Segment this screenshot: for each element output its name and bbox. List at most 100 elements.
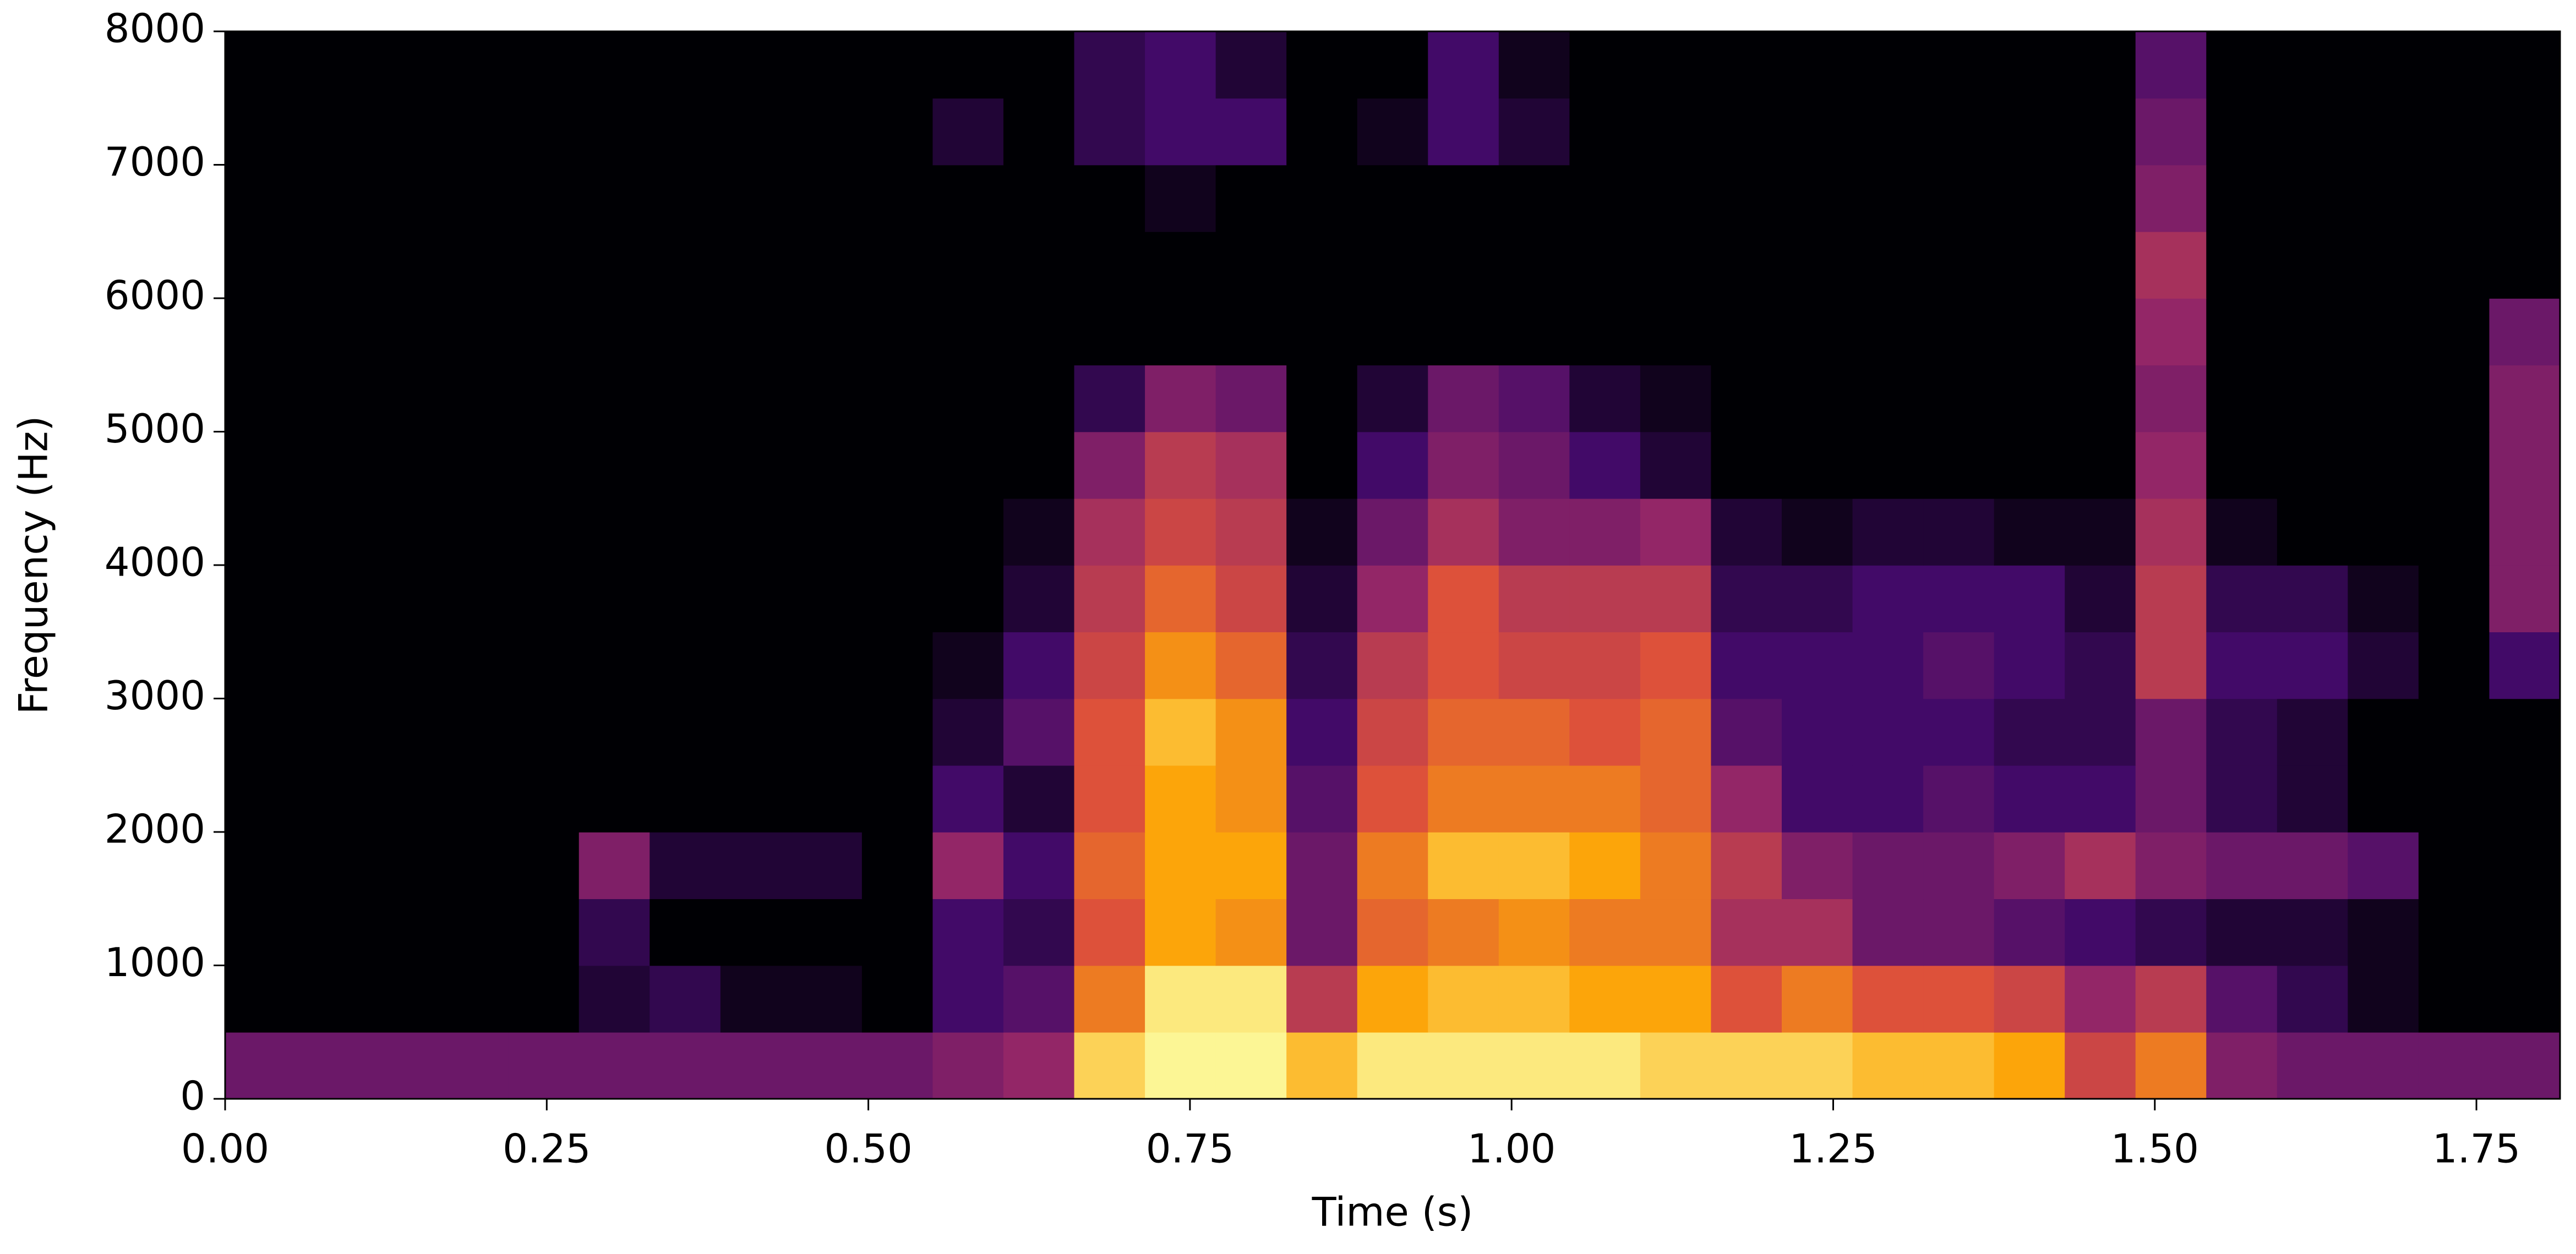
cell [1569, 899, 1641, 966]
cell [2065, 31, 2136, 99]
cell [508, 698, 580, 766]
cell [932, 98, 1004, 166]
cell [1498, 765, 1570, 833]
cell [1782, 765, 1853, 833]
cell [578, 965, 651, 1033]
cell [791, 632, 863, 699]
cell [650, 565, 721, 633]
cell [508, 98, 580, 166]
cell [1640, 1032, 1712, 1099]
cell [578, 698, 651, 766]
cell [1711, 498, 1782, 566]
cell [720, 698, 792, 766]
cell [2489, 431, 2561, 499]
cell [1357, 965, 1429, 1033]
cell [1640, 231, 1712, 299]
cell [932, 165, 1004, 232]
cell [1640, 298, 1712, 366]
cell [1074, 498, 1145, 566]
cell [437, 832, 509, 900]
cell [1428, 431, 1499, 499]
cell [1640, 965, 1712, 1033]
cell [650, 431, 721, 499]
cell [1994, 632, 2065, 699]
cell [861, 832, 934, 900]
cell [932, 632, 1004, 699]
cell [2489, 765, 2561, 833]
cell [1994, 298, 2065, 366]
cell [367, 498, 438, 566]
cell [1215, 431, 1287, 499]
cell [2135, 1032, 2207, 1099]
cell [1498, 832, 1570, 900]
cell [2065, 765, 2136, 833]
cell [1074, 965, 1145, 1033]
cell [1145, 298, 1216, 366]
cell [2418, 698, 2490, 766]
cell [2277, 832, 2349, 900]
x-tick-label: 0.00 [181, 1126, 269, 1172]
cell [932, 31, 1004, 99]
cell [861, 31, 934, 99]
cell [2418, 365, 2490, 432]
cell [1215, 765, 1287, 833]
cell [1852, 498, 1924, 566]
cell [791, 565, 863, 633]
cell [650, 165, 721, 232]
cell [2206, 298, 2278, 366]
cell [2489, 231, 2561, 299]
cell [1003, 965, 1075, 1033]
cell [1640, 899, 1712, 966]
x-tick-label: 1.75 [2432, 1126, 2520, 1172]
cell [1357, 765, 1429, 833]
cell [650, 498, 721, 566]
cell [1428, 165, 1499, 232]
cell [1357, 832, 1429, 900]
x-tick-label: 1.25 [1789, 1126, 1877, 1172]
cell [2489, 565, 2561, 633]
cell [2348, 231, 2419, 299]
cell [1640, 632, 1712, 699]
cell [1498, 698, 1570, 766]
cell [1711, 365, 1782, 432]
cell [225, 98, 297, 166]
cell [791, 765, 863, 833]
cell [2418, 1032, 2490, 1099]
cell [2135, 165, 2207, 232]
cell [1923, 98, 1995, 166]
y-axis-label: Frequency (Hz) [10, 416, 57, 715]
cell [2135, 498, 2207, 566]
cell [2135, 431, 2207, 499]
cell [1428, 498, 1499, 566]
cell [1215, 498, 1287, 566]
cell [1852, 231, 1924, 299]
cell [1782, 365, 1853, 432]
cell [720, 98, 792, 166]
cell [1498, 165, 1570, 232]
cell [1428, 632, 1499, 699]
cell [1923, 565, 1995, 633]
cell [1498, 565, 1570, 633]
cell [225, 765, 297, 833]
cell [1994, 431, 2065, 499]
cell [1003, 31, 1075, 99]
cell [1923, 498, 1995, 566]
cell [650, 899, 721, 966]
cell [1074, 1032, 1145, 1099]
cell [508, 498, 580, 566]
cell [1923, 165, 1995, 232]
cell [1003, 899, 1075, 966]
plot-frame [224, 30, 2561, 1100]
cell [2206, 698, 2278, 766]
cell [225, 431, 297, 499]
cell [2348, 832, 2419, 900]
cell [1994, 1032, 2065, 1099]
cell [720, 632, 792, 699]
cell [932, 231, 1004, 299]
cell [1286, 298, 1358, 366]
cell [2418, 899, 2490, 966]
cell [1145, 632, 1216, 699]
cell [932, 298, 1004, 366]
cell [1215, 565, 1287, 633]
cell [1357, 498, 1429, 566]
